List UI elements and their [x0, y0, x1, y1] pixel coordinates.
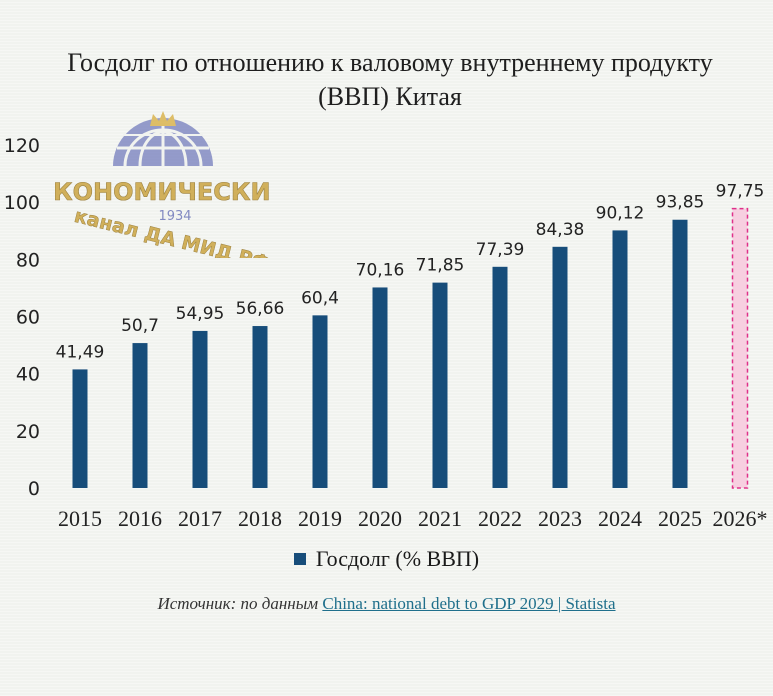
- chart-plot: 0 20 40 60 80 100 120 41,49 50,7 54,95 56,66 60,4 7…: [4, 135, 768, 531]
- source-prefix: Источник: по данным: [157, 594, 323, 613]
- y-tick-label: 120: [4, 135, 40, 157]
- x-tick-label: 2026*: [713, 506, 768, 531]
- data-label: 77,39: [476, 240, 525, 260]
- data-label: 90,12: [596, 203, 645, 223]
- x-tick-label: 2016: [118, 506, 162, 531]
- watermark-logo: ЭКОНОМИЧЕСКИЙ 1934 канал ДА МИД РФ: [35, 108, 291, 275]
- data-label: 54,95: [176, 304, 225, 324]
- data-label: 93,85: [656, 193, 705, 213]
- chart-title: Госдолг по отношению к валовому внутренн…: [67, 48, 713, 111]
- y-tick-label: 100: [4, 192, 40, 214]
- x-tick-label: 2020: [358, 506, 402, 531]
- y-tick-label: 80: [16, 249, 40, 271]
- bar: [72, 369, 88, 488]
- bar: [132, 343, 148, 488]
- x-tick-label: 2019: [298, 506, 342, 531]
- y-tick-label: 20: [16, 421, 40, 443]
- bar-forecast: [731, 207, 749, 489]
- data-label: 71,85: [416, 256, 465, 276]
- x-tick-label: 2021: [418, 506, 462, 531]
- bar: [312, 315, 328, 488]
- bar: [372, 287, 388, 488]
- data-label: 56,66: [236, 299, 285, 319]
- x-tick-label: 2024: [598, 506, 642, 531]
- crown-icon: [150, 111, 176, 126]
- bar: [252, 326, 268, 488]
- legend-label: Госдолг (% ВВП): [315, 546, 480, 571]
- globe-icon: [113, 118, 213, 167]
- bars: [72, 207, 749, 489]
- x-tick-label: 2025: [658, 506, 702, 531]
- data-label: 41,49: [56, 342, 105, 362]
- y-tick-label: 40: [16, 364, 40, 386]
- y-tick-label: 60: [16, 307, 40, 329]
- x-tick-label: 2017: [178, 506, 222, 531]
- legend: Госдолг (% ВВП): [0, 546, 773, 572]
- legend-swatch: [293, 553, 306, 565]
- bar: [612, 230, 628, 489]
- watermark-year: 1934: [158, 209, 191, 224]
- data-labels: 41,49 50,7 54,95 56,66 60,4 70,16 71,85 77,39 84…: [56, 182, 765, 363]
- bar: [672, 219, 688, 488]
- x-axis: 2015 2016 2017 2018 2019 2020 2021 2022 2023 2024…: [58, 506, 768, 531]
- data-label: 50,7: [121, 316, 159, 336]
- x-tick-label: 2015: [58, 506, 102, 531]
- x-tick-label: 2022: [478, 506, 522, 531]
- source-note: Источник: по данным China: national debt…: [0, 594, 773, 614]
- y-tick-label: 0: [28, 478, 40, 500]
- data-label: 84,38: [536, 220, 585, 240]
- watermark-line1: ЭКОНОМИЧЕСКИЙ: [55, 177, 270, 206]
- bar: [432, 282, 448, 488]
- x-tick-label: 2023: [538, 506, 582, 531]
- source-link[interactable]: China: national debt to GDP 2029 | Stati…: [322, 594, 616, 613]
- bar: [192, 330, 208, 488]
- x-tick-label: 2018: [238, 506, 282, 531]
- data-label: 70,16: [356, 260, 405, 280]
- data-label: 97,75: [716, 182, 765, 202]
- bar: [552, 246, 568, 488]
- bar: [492, 266, 508, 488]
- y-axis: 0 20 40 60 80 100 120: [4, 135, 40, 500]
- data-label: 60,4: [301, 288, 339, 308]
